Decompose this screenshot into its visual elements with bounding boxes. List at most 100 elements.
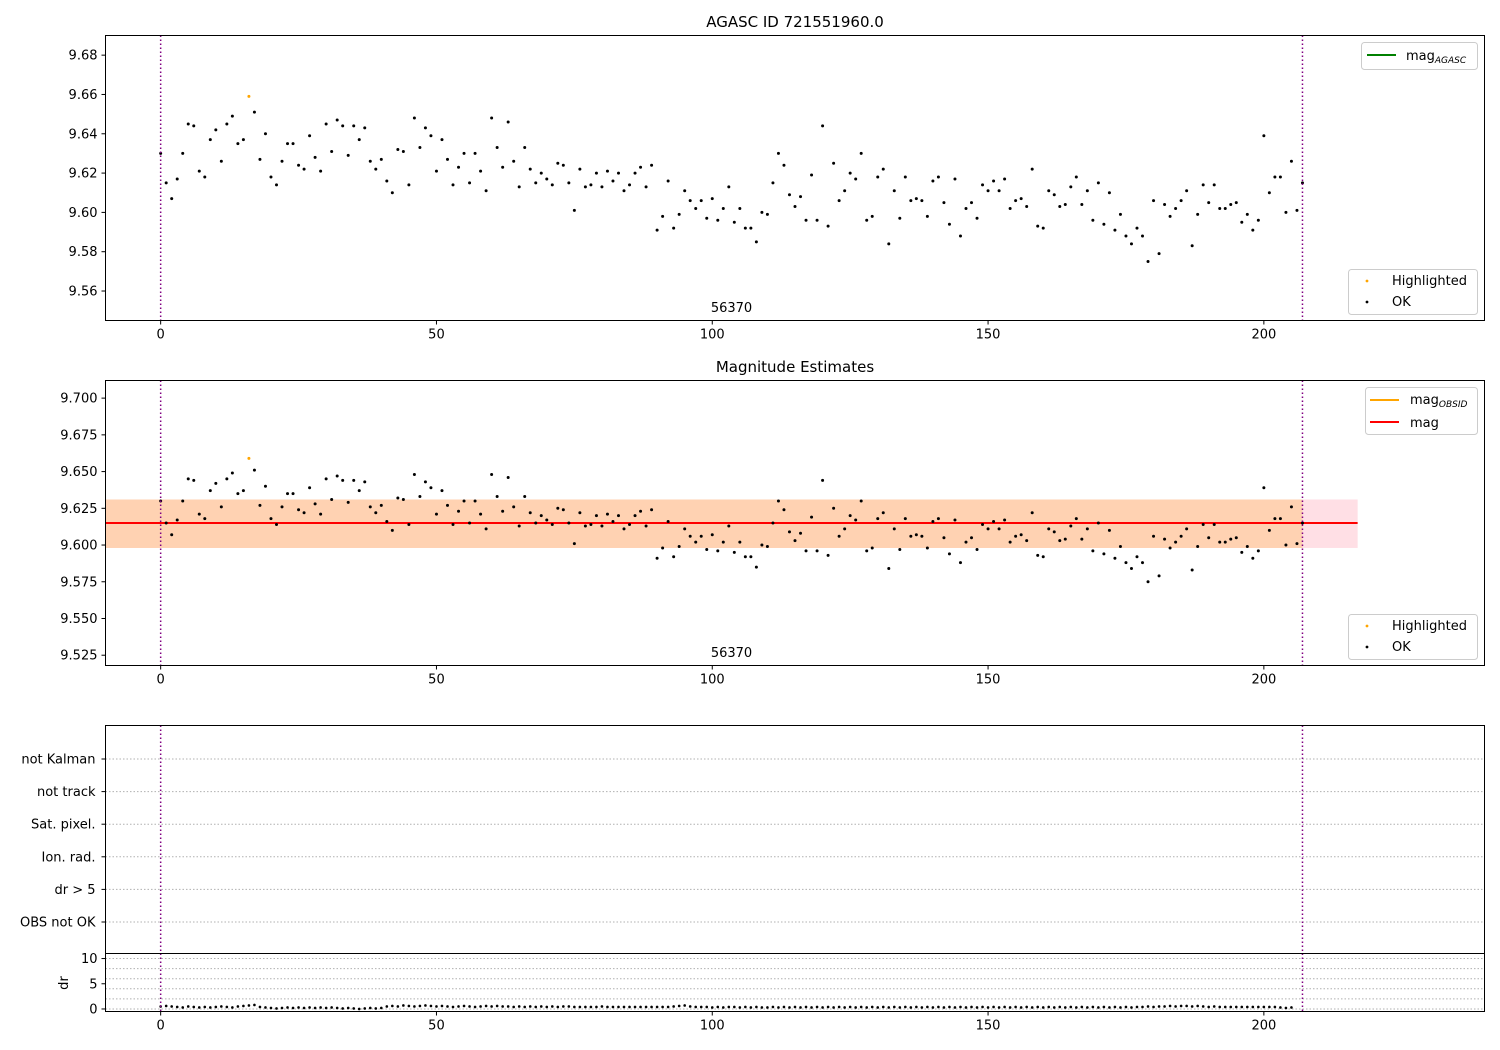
magnitude-point-ok — [843, 527, 847, 531]
dr-point — [550, 1005, 554, 1008]
agasc-point-ok — [1234, 201, 1238, 205]
dr-point — [898, 1006, 902, 1009]
dr-point — [242, 1004, 245, 1008]
magnitude-point-ok — [1229, 537, 1233, 541]
magnitude-point-ok — [434, 512, 438, 516]
agasc-point-ok — [920, 199, 924, 203]
dr-point — [523, 1005, 527, 1009]
agasc-point-ok — [1267, 191, 1271, 195]
agasc-point-ok — [992, 179, 996, 183]
agasc-point-ok — [352, 124, 356, 128]
magnitude-point-ok — [600, 524, 604, 528]
agasc-point-ok — [545, 177, 549, 181]
dr-point — [1196, 1004, 1199, 1008]
agasc-point-ok — [909, 199, 913, 203]
dr-point — [1163, 1005, 1166, 1008]
legend-label-mag: mag — [1410, 416, 1439, 431]
dr-point — [738, 1006, 742, 1009]
magnitude-point-ok — [208, 489, 212, 493]
dr-point — [1091, 1005, 1095, 1009]
magnitude-x-tick-label: 100 — [700, 673, 725, 688]
magnitude-point-ok — [832, 506, 836, 510]
agasc-legend-bottom: Highlighted OK — [1348, 269, 1478, 315]
dr-point — [1174, 1005, 1177, 1008]
dr-point — [655, 1005, 659, 1009]
dr-point — [887, 1006, 891, 1009]
dr-point — [1223, 1005, 1227, 1009]
dr-point — [843, 1006, 846, 1009]
dr-point — [1284, 1006, 1288, 1010]
agasc-point-ok — [1041, 226, 1045, 230]
magnitude-point-ok — [1124, 561, 1128, 565]
dr-point — [727, 1005, 731, 1009]
magnitude-x-tick-label: 150 — [976, 673, 1001, 688]
dr-point — [683, 1004, 686, 1007]
agasc-point-ok — [1256, 218, 1260, 222]
magnitude-point-ok — [445, 503, 449, 507]
dr-point — [1268, 1005, 1271, 1009]
agasc-point-ok — [445, 157, 449, 161]
agasc-point-ok — [561, 163, 565, 167]
magnitude-point-ok — [385, 520, 389, 524]
agasc-point-ok — [434, 169, 438, 173]
dr-point — [275, 1007, 278, 1010]
dr-point — [595, 1005, 598, 1009]
agasc-point-ok — [710, 197, 714, 201]
agasc-point-ok — [457, 165, 461, 169]
agasc-point-ok — [859, 151, 863, 155]
agasc-point-ok — [876, 175, 880, 179]
magnitude-point-ok — [556, 506, 560, 510]
dr-point — [424, 1004, 427, 1007]
agasc-point-ok — [1223, 206, 1227, 210]
dr-point — [302, 1006, 306, 1010]
magnitude-point-ok — [815, 549, 819, 553]
agasc-point-ok — [589, 183, 593, 187]
magnitude-point-ok — [412, 473, 416, 477]
agasc-point-ok — [881, 167, 885, 171]
agasc-point-ok — [286, 142, 290, 146]
magnitude-point-ok — [214, 481, 218, 485]
dr-point — [688, 1005, 692, 1008]
agasc-point-ok — [357, 138, 361, 142]
agasc-point-ok — [523, 146, 527, 150]
agasc-point-ok — [1245, 212, 1249, 216]
dr-point — [578, 1005, 582, 1009]
dr-point — [821, 1006, 824, 1009]
dr-y-tick-label: 0 — [89, 1002, 97, 1017]
dr-point — [1030, 1006, 1034, 1009]
agasc-point-ok — [799, 195, 803, 199]
dr-point — [639, 1005, 642, 1009]
magnitude-point-ok — [1074, 517, 1078, 521]
flags-panel-plot-area: not Kalman not track Sat. pixel. Ion. rad. d… — [20, 725, 1485, 954]
magnitude-point-ok — [1030, 511, 1034, 515]
magnitude-point-ok — [964, 540, 968, 544]
agasc-point-ok — [837, 199, 841, 203]
magnitude-point-ok — [1041, 555, 1045, 559]
dr-point — [1218, 1005, 1222, 1009]
dr-point — [1108, 1006, 1111, 1009]
agasc-point-ok — [633, 171, 637, 175]
agasc-point-ok — [1063, 203, 1067, 207]
dr-point — [1207, 1005, 1210, 1009]
dr-point — [721, 1006, 725, 1009]
dr-point — [622, 1005, 626, 1009]
agasc-point-ok — [810, 173, 814, 177]
agasc-point-ok — [688, 199, 692, 203]
agasc-point-ok — [677, 212, 681, 216]
magnitude-point-ok — [484, 527, 488, 531]
dr-point — [1025, 1005, 1028, 1009]
agasc-point-ok — [1218, 206, 1222, 210]
magnitude-point-ok — [1091, 549, 1095, 553]
agasc-point-ok — [1025, 205, 1029, 208]
agasc-point-ok — [479, 169, 483, 173]
magnitude-point-ok — [1113, 556, 1117, 560]
agasc-point-ok — [1196, 212, 1200, 216]
agasc-panel-title: AGASC ID 721551960.0 — [706, 13, 884, 31]
magnitude-point-ok — [379, 503, 383, 507]
magnitude-point-highlighted — [247, 456, 251, 460]
agasc-point-ok — [1069, 185, 1073, 189]
magnitude-point-ok — [495, 495, 499, 499]
magnitude-point-ok — [1047, 527, 1051, 531]
agasc-panel-y-ticks: 9.56 9.58 9.60 9.62 9.64 9.66 9.68 — [69, 49, 106, 300]
dr-point — [672, 1005, 675, 1008]
